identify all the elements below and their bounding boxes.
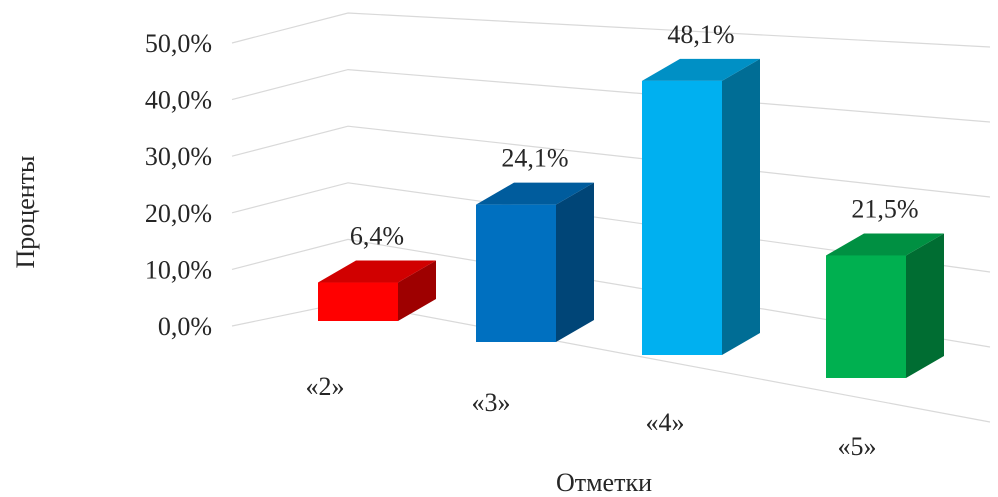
bar bbox=[826, 233, 944, 378]
bar-top bbox=[476, 182, 594, 205]
bar bbox=[318, 260, 436, 321]
data-labels: 6,4% 24,1% 48,1% 21,5% bbox=[350, 20, 919, 251]
x-axis-title: Отметки bbox=[556, 468, 652, 497]
category-label: «3» bbox=[472, 388, 511, 417]
bar bbox=[476, 182, 594, 342]
bar-front bbox=[476, 204, 556, 342]
y-tick-labels: 0,0% 10,0% 20,0% 30,0% 40,0% 50,0% bbox=[145, 29, 212, 341]
data-label: 6,4% bbox=[350, 222, 404, 251]
gridlines bbox=[231, 12, 991, 423]
category-labels: «2» «3» «4» «5» bbox=[306, 372, 877, 461]
bar bbox=[642, 58, 760, 355]
bar-side bbox=[398, 260, 436, 321]
bar-front bbox=[318, 282, 398, 321]
y-axis-title: Проценты bbox=[11, 156, 40, 269]
bar-side bbox=[722, 58, 760, 355]
bar-top bbox=[318, 260, 436, 283]
y-tick-label: 20,0% bbox=[145, 199, 212, 228]
gridline bbox=[231, 12, 991, 48]
y-tick-label: 10,0% bbox=[145, 255, 212, 284]
bar-top bbox=[642, 58, 760, 81]
y-tick-label: 30,0% bbox=[145, 142, 212, 171]
bar-front bbox=[642, 80, 722, 355]
bar-side bbox=[906, 233, 944, 378]
data-label: 24,1% bbox=[501, 144, 568, 173]
bar-side bbox=[556, 182, 594, 342]
data-label: 48,1% bbox=[667, 20, 734, 49]
category-label: «2» bbox=[306, 372, 345, 401]
y-tick-label: 50,0% bbox=[145, 29, 212, 58]
bar-top bbox=[826, 233, 944, 256]
gridline bbox=[231, 182, 991, 273]
y-tick-label: 0,0% bbox=[158, 312, 212, 341]
gridline bbox=[231, 125, 991, 198]
category-label: «4» bbox=[646, 408, 685, 437]
category-label: «5» bbox=[838, 432, 877, 461]
bars bbox=[318, 58, 944, 378]
bar-front bbox=[826, 255, 906, 378]
data-label: 21,5% bbox=[851, 194, 918, 223]
gridline bbox=[231, 238, 991, 348]
y-tick-label: 40,0% bbox=[145, 86, 212, 115]
gridline bbox=[231, 68, 991, 123]
